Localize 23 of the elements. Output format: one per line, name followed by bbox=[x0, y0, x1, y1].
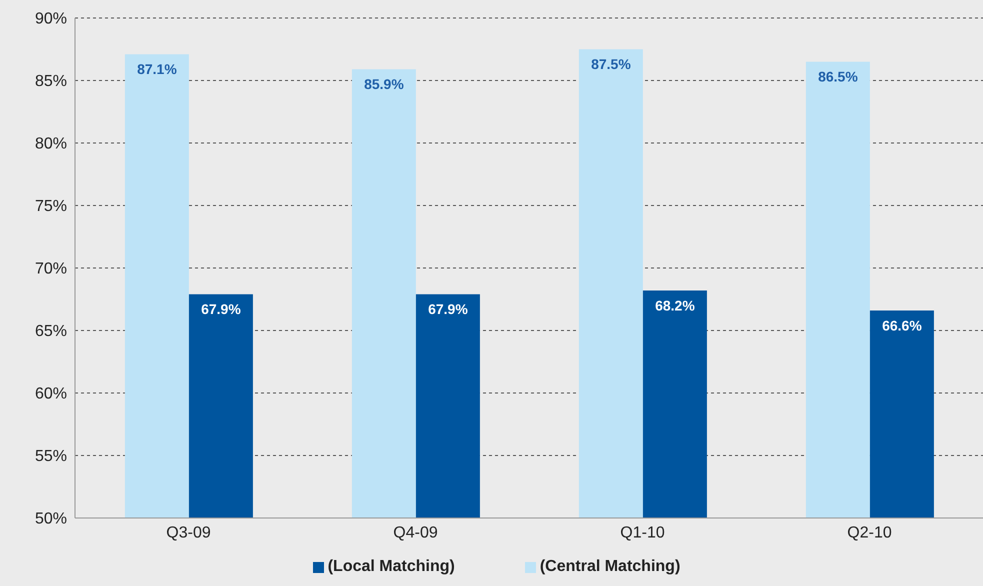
data-label: 66.6% bbox=[882, 317, 922, 334]
x-tick-label: Q3-09 bbox=[166, 524, 211, 542]
y-tick-label: 55% bbox=[34, 448, 67, 466]
data-label: 67.9% bbox=[201, 301, 242, 318]
legend-label: (Local Matching) bbox=[328, 558, 455, 576]
data-label: 87.1% bbox=[137, 61, 178, 78]
y-tick-label: 85% bbox=[34, 73, 67, 90]
y-tick-label: 80% bbox=[34, 136, 67, 153]
y-tick-label: 50% bbox=[34, 510, 67, 528]
legend-label: (Central Matching) bbox=[540, 558, 680, 576]
data-label: 87.5% bbox=[591, 56, 632, 72]
y-tick-label: 60% bbox=[34, 386, 67, 403]
x-tick-label: Q4-09 bbox=[393, 524, 438, 542]
x-tick-label: Q1-10 bbox=[620, 524, 665, 542]
y-tick-label: 70% bbox=[34, 260, 67, 278]
y-tick-label: 65% bbox=[34, 323, 67, 340]
y-tick-label: 90% bbox=[34, 10, 67, 28]
x-tick-label: Q2-10 bbox=[847, 524, 892, 542]
data-label: 67.9% bbox=[428, 301, 468, 318]
data-label: 85.9% bbox=[364, 76, 404, 92]
y-tick-label: 75% bbox=[34, 198, 67, 216]
data-label: 86.5% bbox=[818, 68, 858, 85]
data-label: 68.2% bbox=[655, 297, 696, 314]
